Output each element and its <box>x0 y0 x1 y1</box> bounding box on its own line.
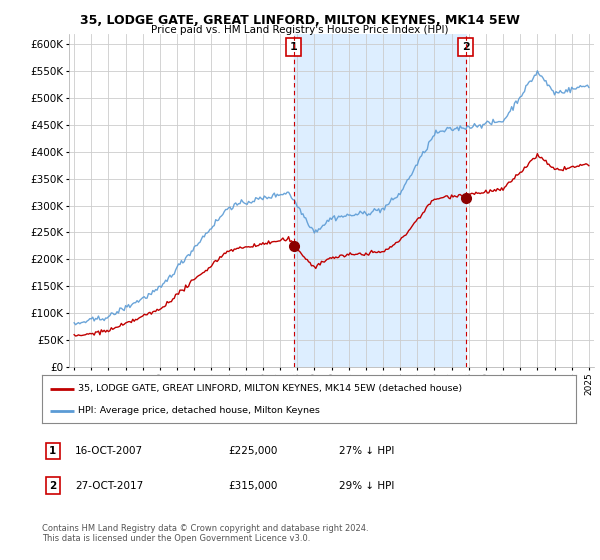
Text: 27-OCT-2017: 27-OCT-2017 <box>75 480 143 491</box>
Text: 27% ↓ HPI: 27% ↓ HPI <box>339 446 394 456</box>
Text: Contains HM Land Registry data © Crown copyright and database right 2024.
This d: Contains HM Land Registry data © Crown c… <box>42 524 368 543</box>
Text: Price paid vs. HM Land Registry's House Price Index (HPI): Price paid vs. HM Land Registry's House … <box>151 25 449 35</box>
Text: £225,000: £225,000 <box>228 446 277 456</box>
Text: 29% ↓ HPI: 29% ↓ HPI <box>339 480 394 491</box>
Text: HPI: Average price, detached house, Milton Keynes: HPI: Average price, detached house, Milt… <box>79 407 320 416</box>
Bar <box>293 34 466 367</box>
Text: 1: 1 <box>290 42 298 52</box>
Text: £315,000: £315,000 <box>228 480 277 491</box>
Text: 2: 2 <box>462 42 470 52</box>
Text: 35, LODGE GATE, GREAT LINFORD, MILTON KEYNES, MK14 5EW (detached house): 35, LODGE GATE, GREAT LINFORD, MILTON KE… <box>79 384 463 393</box>
Text: 35, LODGE GATE, GREAT LINFORD, MILTON KEYNES, MK14 5EW: 35, LODGE GATE, GREAT LINFORD, MILTON KE… <box>80 14 520 27</box>
Text: 2: 2 <box>49 480 56 491</box>
Text: 16-OCT-2007: 16-OCT-2007 <box>75 446 143 456</box>
Text: 1: 1 <box>49 446 56 456</box>
